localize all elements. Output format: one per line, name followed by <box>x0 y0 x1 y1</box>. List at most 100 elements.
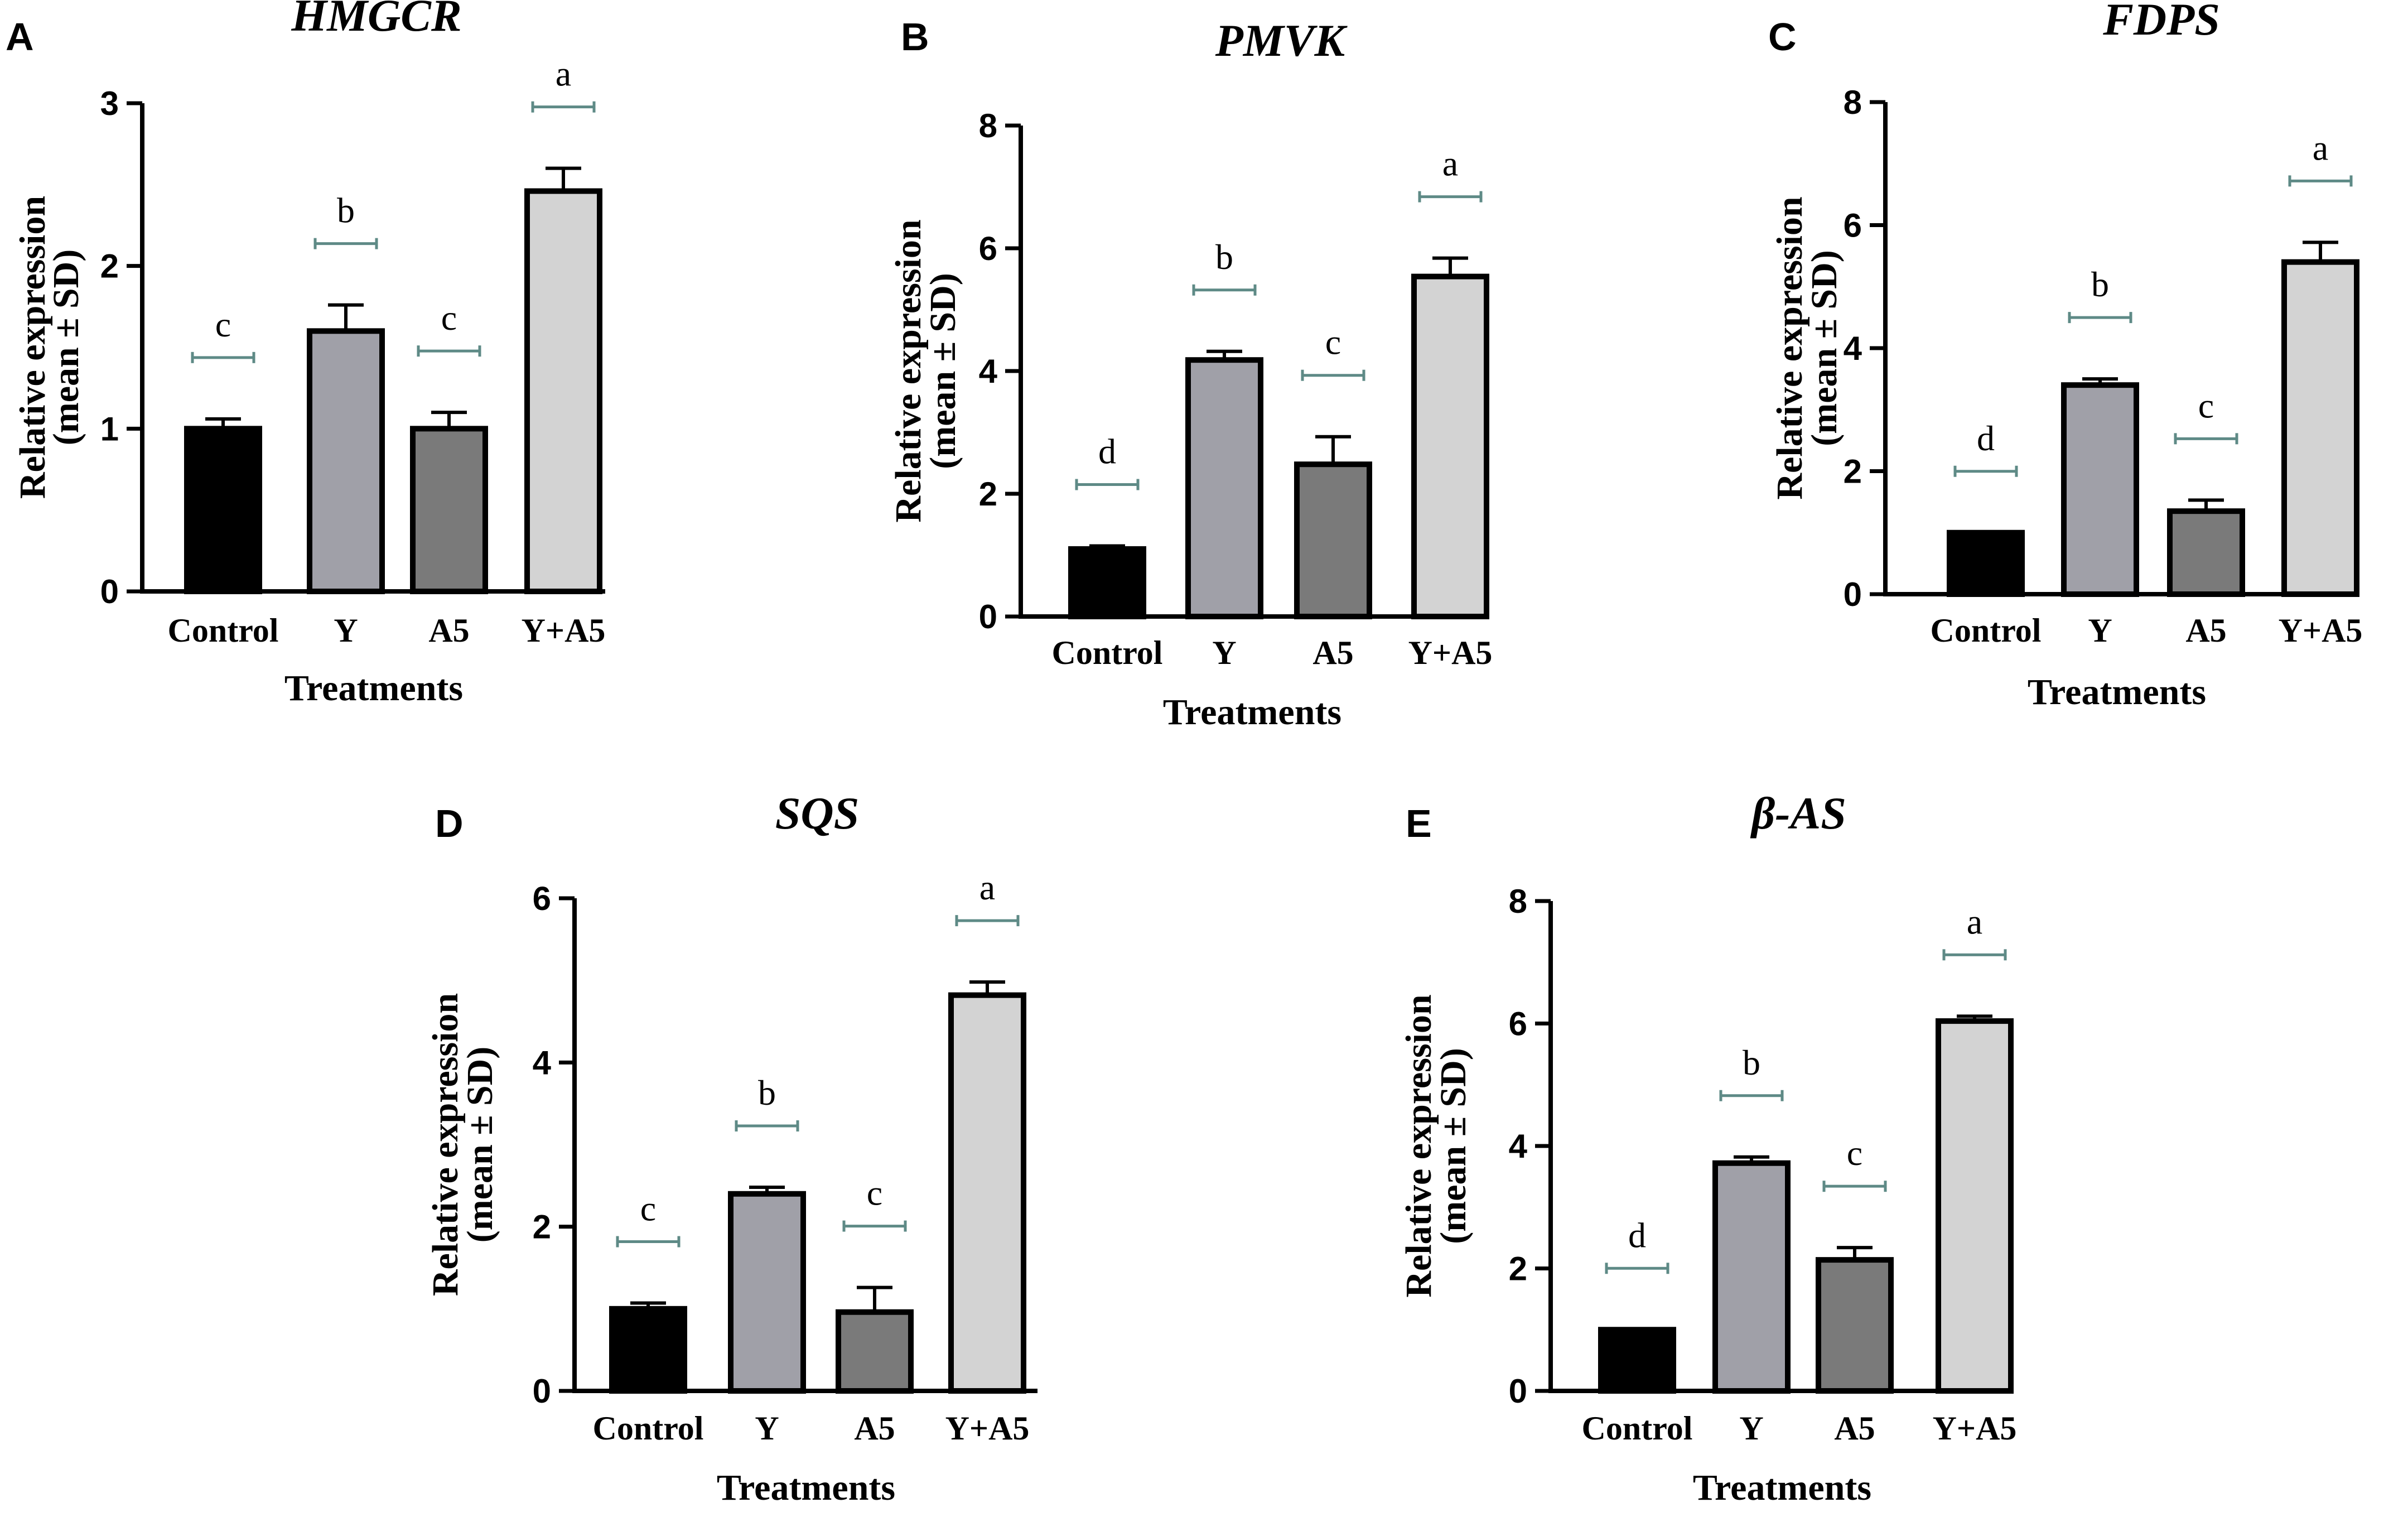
significance-letter: a <box>979 868 995 907</box>
significance-letter: a <box>2313 128 2328 167</box>
y-tick-label: 8 <box>979 107 997 145</box>
significance-letter: a <box>1967 902 1982 941</box>
bar-y-plus-a5 <box>2281 259 2359 597</box>
y-tick-label: 2 <box>533 1208 551 1246</box>
x-category-label: Y+A5 <box>522 612 606 649</box>
bar-a5 <box>2167 508 2245 597</box>
panel-d: D SQS 0 2 4 6 Relative expression(mean ± SD) c C… <box>425 788 1037 1508</box>
x-category-label: A5 <box>428 612 469 649</box>
x-category-label: Control <box>1582 1410 1693 1447</box>
x-category-label: Y+A5 <box>1933 1410 2017 1447</box>
y-tick-label: 3 <box>100 85 119 122</box>
significance-letter: a <box>1442 144 1458 184</box>
y-tick-label: 8 <box>1844 84 1862 121</box>
significance-letter: b <box>1215 237 1233 277</box>
y-tick-label: 4 <box>533 1044 552 1081</box>
x-axis-label: Treatments <box>1693 1467 1871 1508</box>
y-tick-label: 0 <box>1509 1372 1527 1410</box>
x-category-label: Y+A5 <box>945 1410 1030 1447</box>
x-category-label: Control <box>168 612 279 649</box>
x-axis-label: Treatments <box>2028 672 2206 712</box>
y-axis-label: Relative expression <box>425 993 466 1296</box>
x-category-label: Control <box>1931 612 2042 649</box>
y-tick-label: 0 <box>1844 576 1862 613</box>
panel-letter: A <box>6 15 34 59</box>
y-tick-label: 6 <box>979 230 997 267</box>
bar-control <box>1947 529 2025 597</box>
y-tick-label: 6 <box>533 880 551 917</box>
x-axis-label: Treatments <box>284 668 463 709</box>
x-category-label: A5 <box>1834 1410 1875 1447</box>
bar-y-plus-a5 <box>1411 273 1489 620</box>
panel-letter: C <box>1768 15 1797 59</box>
y-axis-label: Relative expression <box>1398 994 1439 1297</box>
gene-title: HMGCR <box>291 0 461 41</box>
significance-letter: a <box>556 54 571 94</box>
y-axis-label-sub: (mean ± SD) <box>1804 250 1845 446</box>
panel-letter: B <box>901 15 929 59</box>
bar-a5 <box>836 1309 914 1394</box>
y-tick-label: 2 <box>1844 453 1862 490</box>
bar-y <box>1712 1160 1791 1394</box>
panel-letter: E <box>1406 802 1432 845</box>
significance-letter: b <box>2091 264 2109 304</box>
significance-letter: c <box>867 1173 882 1213</box>
significance-letter: c <box>1847 1133 1862 1173</box>
significance-letter: c <box>215 305 231 344</box>
x-category-label: A5 <box>854 1410 895 1447</box>
x-category-label: Y <box>334 612 358 649</box>
significance-letter: c <box>2198 386 2214 425</box>
x-category-label: Control <box>1052 634 1163 671</box>
gene-title: β-AS <box>1750 788 1846 839</box>
significance-letter: c <box>1325 322 1341 362</box>
y-tick-label: 4 <box>1844 330 1862 367</box>
y-axis-label: Relative expression <box>12 196 53 499</box>
panel-letter: D <box>435 802 464 845</box>
bar-y <box>1185 357 1263 619</box>
significance-letter: b <box>758 1073 776 1113</box>
x-category-label: A5 <box>2185 612 2226 649</box>
bar-y-plus-a5 <box>524 188 602 594</box>
panel-b: B PMVK 0 2 4 6 8 Relative expression(mean ± SD)… <box>888 15 1492 733</box>
bar-a5 <box>1294 461 1372 619</box>
bar-control <box>609 1306 687 1394</box>
significance-letter: b <box>337 191 355 230</box>
gene-title: FDPS <box>2102 0 2220 45</box>
significance-letter: b <box>1743 1043 1760 1082</box>
significance-letter: c <box>441 298 457 338</box>
gene-title: SQS <box>775 788 859 839</box>
x-category-label: Y <box>755 1410 779 1447</box>
bar-a5 <box>410 426 488 594</box>
x-category-label: Y <box>2088 612 2112 649</box>
bar-control <box>1598 1327 1676 1394</box>
y-axis-label-sub: (mean ± SD) <box>46 249 86 446</box>
x-category-label: Y+A5 <box>2279 612 2363 649</box>
significance-letter: d <box>1098 432 1116 471</box>
bar-y <box>2061 382 2139 598</box>
y-tick-label: 8 <box>1509 883 1527 920</box>
y-tick-label: 6 <box>1844 207 1862 244</box>
x-category-label: Y <box>1212 634 1236 671</box>
bar-a5 <box>1816 1257 1894 1394</box>
y-tick-label: 4 <box>979 353 998 390</box>
y-tick-label: 6 <box>1509 1005 1527 1043</box>
x-category-label: Y <box>1739 1410 1763 1447</box>
significance-letter: d <box>1977 418 1995 458</box>
x-category-label: A5 <box>1312 634 1353 671</box>
bar-y-plus-a5 <box>948 992 1026 1394</box>
y-tick-label: 0 <box>979 598 997 635</box>
significance-letter: c <box>640 1189 656 1229</box>
x-category-label: Y+A5 <box>1408 634 1493 671</box>
x-axis-label: Treatments <box>717 1467 895 1508</box>
y-axis-label-sub: (mean ± SD) <box>923 273 963 469</box>
y-tick-label: 2 <box>100 248 119 285</box>
bar-control <box>184 426 262 594</box>
bar-control <box>1068 546 1146 619</box>
y-tick-label: 2 <box>979 475 997 513</box>
significance-letter: d <box>1628 1215 1646 1255</box>
bar-y-plus-a5 <box>1936 1018 2014 1394</box>
bar-y <box>728 1191 806 1394</box>
